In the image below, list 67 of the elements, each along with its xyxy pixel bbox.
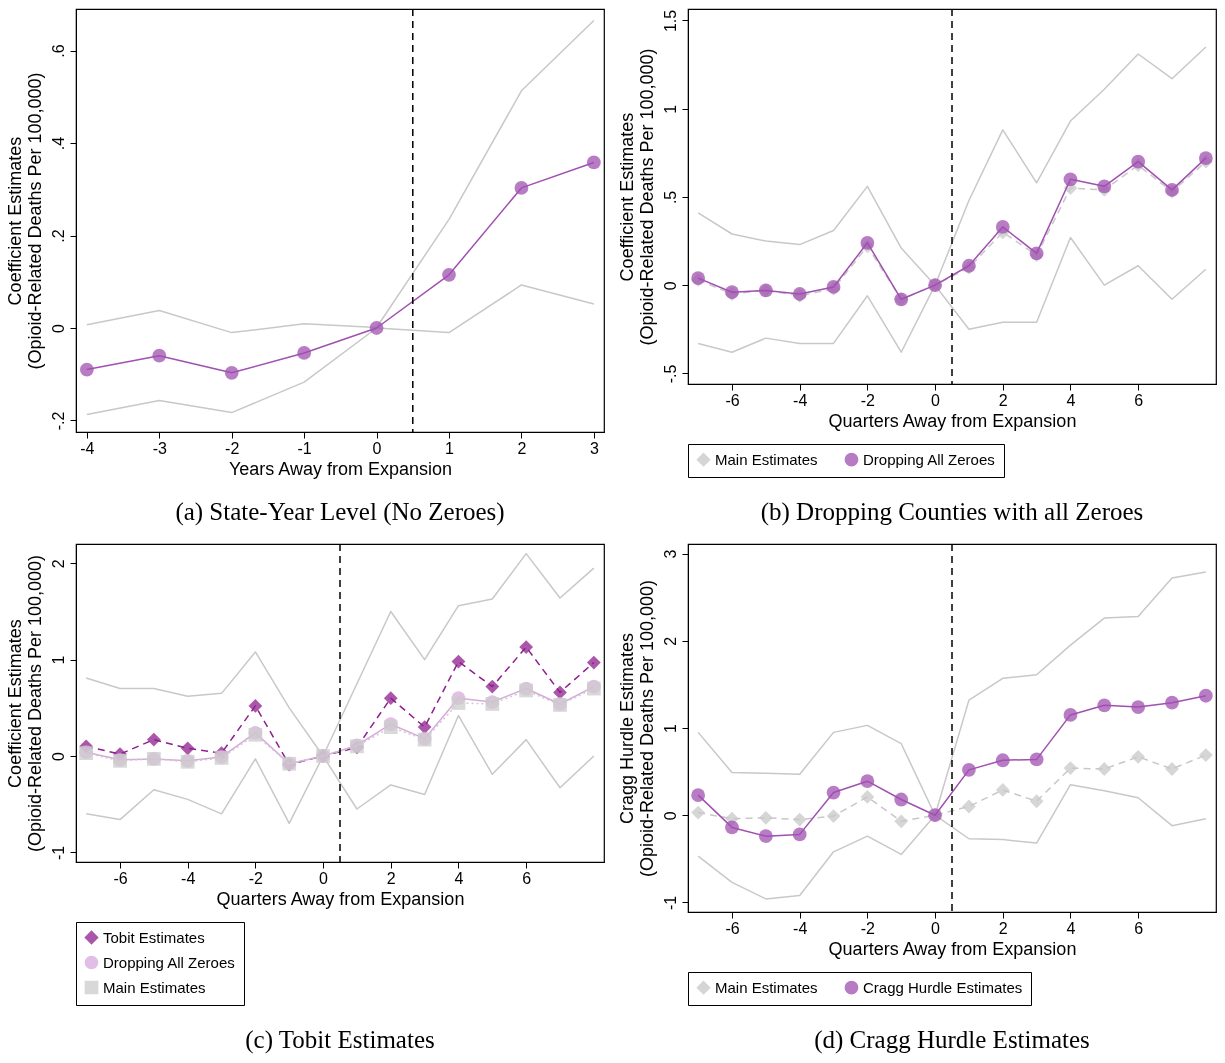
- text: (c) Tobit Estimates: [245, 1025, 435, 1054]
- x-tick-label: -2: [860, 919, 876, 937]
- x-tick-label: 0: [931, 919, 941, 937]
- y-tick-label: 0: [661, 811, 679, 821]
- legend-label: Tobit Estimates: [103, 928, 205, 946]
- x-tick-label: -3: [152, 439, 167, 457]
- y-tick-label: .2: [49, 229, 67, 243]
- y-tick-label: .6: [49, 44, 67, 58]
- x-tick-label: 2: [998, 391, 1008, 409]
- y-tick-label: 2: [49, 559, 67, 569]
- legend-label: Main Estimates: [715, 978, 818, 996]
- x-axis-title: Quarters Away from Expansion: [216, 888, 465, 909]
- legend-label: Main Estimates: [715, 450, 818, 468]
- x-tick-label: 0: [931, 391, 941, 409]
- x-tick-label: -1: [297, 439, 312, 457]
- x-tick-label: 6: [1134, 919, 1144, 937]
- x-tick-label: -4: [793, 919, 808, 937]
- y-tick-label: 0: [49, 751, 67, 761]
- text: (a) State-Year Level (No Zeroes): [175, 498, 505, 526]
- y-tick-label: 3: [661, 549, 679, 559]
- y-tick-label: 1: [661, 723, 679, 733]
- y-axis-title: Coefficient Estimates (Opioid-Related Deaths Per 100,000): [4, 554, 45, 853]
- y-tick-label: -.2: [49, 411, 67, 431]
- y-tick-label: 1: [49, 655, 67, 665]
- x-tick-label: 4: [1066, 391, 1076, 409]
- x-tick-label: -6: [113, 869, 128, 887]
- y-tick-label: -1: [661, 895, 679, 911]
- y-axis-title: Coefficient Estimates (Opioid-Related Deaths Per 100,000): [616, 48, 657, 346]
- x-tick-label: -4: [80, 439, 95, 457]
- x-tick-label: 2: [386, 869, 396, 887]
- x-tick-label: -6: [725, 391, 740, 409]
- x-tick-label: 6: [1134, 391, 1144, 409]
- x-tick-label: 2: [998, 919, 1008, 937]
- x-tick-label: 6: [522, 869, 532, 887]
- x-axis-title: Years Away from Expansion: [228, 458, 453, 479]
- y-tick-label: -1: [49, 845, 67, 860]
- legend-label: Dropping All Zeroes: [863, 450, 995, 468]
- x-tick-label: -4: [181, 869, 196, 887]
- x-tick-label: 2: [517, 439, 527, 457]
- legend-label: Dropping All Zeroes: [103, 953, 235, 971]
- x-tick-label: -2: [860, 391, 876, 409]
- x-tick-label: 3: [589, 439, 599, 457]
- text: (b) Dropping Counties with all Zeroes: [760, 497, 1144, 526]
- x-tick-label: 0: [319, 869, 329, 887]
- y-tick-label: .4: [49, 136, 67, 151]
- y-tick-label: 0: [49, 323, 67, 333]
- x-tick-label: 1: [445, 439, 455, 457]
- x-tick-label: 4: [454, 869, 464, 887]
- x-axis-title: Quarters Away from Expansion: [828, 410, 1077, 431]
- x-tick-label: -4: [793, 391, 808, 409]
- x-tick-label: -2: [225, 439, 240, 457]
- y-tick-label: 2: [661, 636, 679, 646]
- y-tick-label: 0: [661, 281, 679, 291]
- legend-label: Main Estimates: [103, 978, 206, 996]
- x-tick-label: -2: [248, 869, 264, 887]
- x-tick-label: -6: [725, 919, 740, 937]
- x-tick-label: 0: [372, 439, 382, 457]
- text: (d) Cragg Hurdle Estimates: [814, 1025, 1090, 1054]
- y-tick-label: -.5: [661, 364, 679, 384]
- y-tick-label: 1: [661, 104, 679, 114]
- x-axis-title: Quarters Away from Expansion: [828, 938, 1077, 959]
- x-tick-label: 4: [1066, 919, 1076, 937]
- y-axis-title: Cragg Hurdle Estimates (Opioid-Related Deaths Per 100,000): [616, 579, 657, 878]
- y-tick-label: .5: [661, 190, 679, 205]
- legend-label: Cragg Hurdle Estimates: [863, 978, 1023, 996]
- y-axis-title: Coefficient Estimates (Opioid-Related Deaths Per 100,000): [4, 72, 45, 370]
- y-tick-label: 1.5: [661, 9, 679, 33]
